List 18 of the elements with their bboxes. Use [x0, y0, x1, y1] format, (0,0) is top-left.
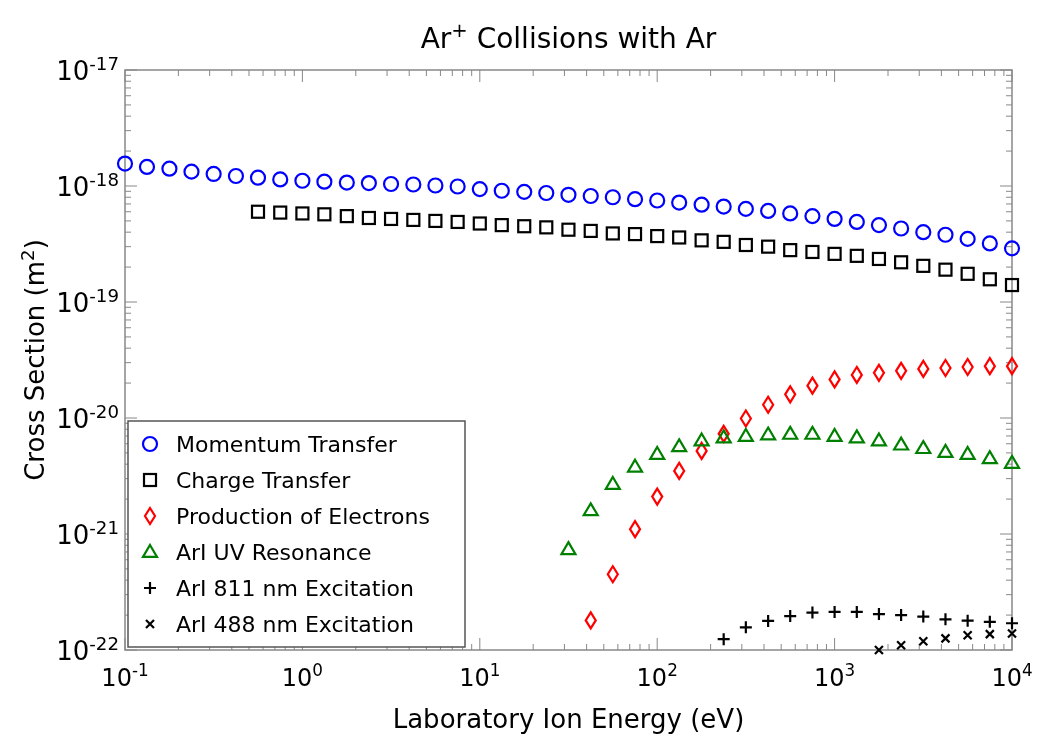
x-axis-title: Laboratory Ion Energy (eV) — [392, 704, 745, 734]
chart-title: Ar$^{+}$ Collisions with Ar — [420, 18, 717, 55]
y-tick-label: 10$^{-21}$ — [56, 516, 119, 550]
legend-label: ArI 811 nm Excitation — [176, 576, 414, 601]
legend-label: Charge Transfer — [176, 468, 352, 493]
legend-label: ArI UV Resonance — [176, 540, 372, 565]
x-tick-label: 10$^{1}$ — [459, 660, 501, 692]
y-tick-label: 10$^{-20}$ — [56, 400, 119, 434]
y-tick-label: 10$^{-19}$ — [56, 284, 119, 318]
y-tick-label: 10$^{-17}$ — [56, 52, 119, 86]
x-tick-label: 10$^{4}$ — [991, 660, 1033, 692]
legend-label: Momentum Transfer — [176, 432, 398, 457]
x-tick-label: 10$^{2}$ — [636, 660, 678, 692]
x-tick-label: 10$^{3}$ — [813, 660, 856, 692]
y-tick-label: 10$^{-18}$ — [56, 168, 119, 202]
legend-label: ArI 488 nm Excitation — [176, 612, 414, 637]
legend-label: Production of Electrons — [176, 504, 430, 529]
x-tick-label: 10$^{0}$ — [281, 660, 324, 692]
